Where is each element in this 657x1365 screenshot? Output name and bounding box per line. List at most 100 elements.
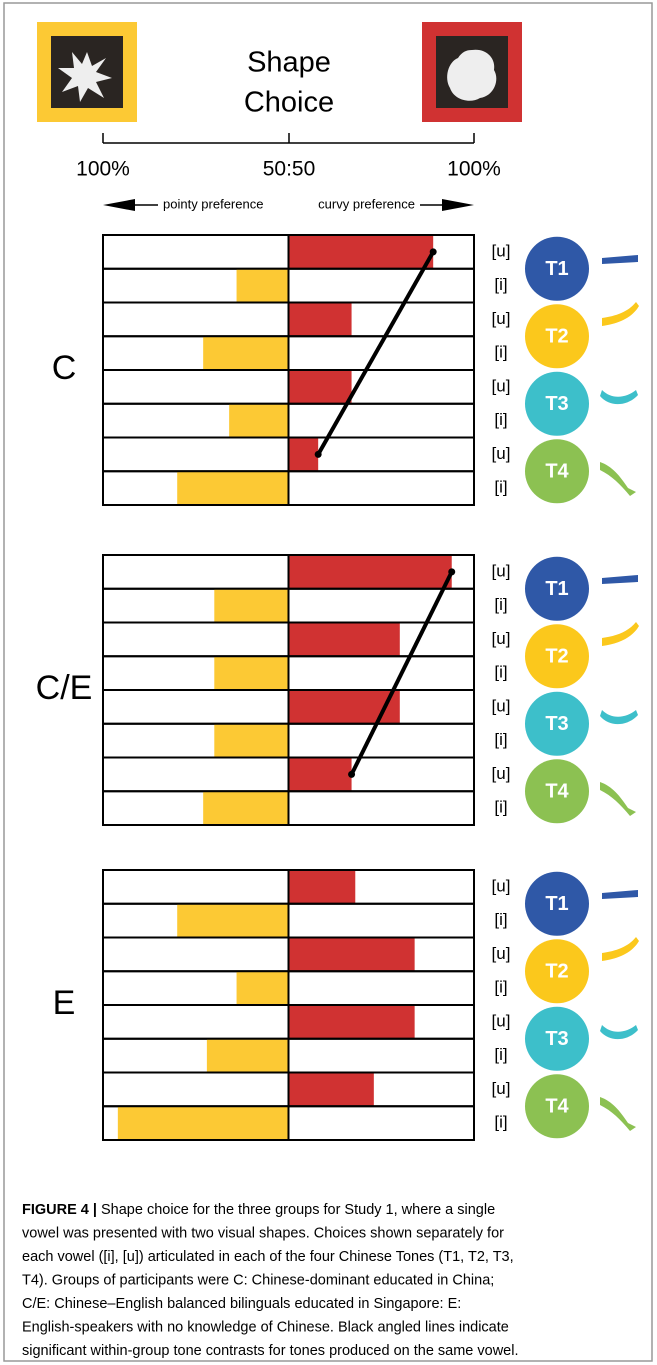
caption: vowel was presented with two visual shap… bbox=[22, 1225, 519, 1359]
tone-contour bbox=[602, 622, 639, 646]
tone-label: T1 bbox=[545, 893, 568, 915]
charts: C [u] [i] [u] [i] [u] [i] [u] [i] T1 T2 T3 T4 C/E [u] [… bbox=[36, 235, 639, 1140]
curvy-bar bbox=[289, 623, 400, 657]
vowel-label: [i] bbox=[494, 978, 507, 997]
caption-line: English-speakers with no knowledge of Ch… bbox=[22, 1319, 509, 1335]
pointy-bar bbox=[177, 904, 288, 938]
curvy-bar bbox=[289, 303, 352, 337]
vowel-label: [u] bbox=[492, 376, 511, 395]
curvy-bar bbox=[289, 870, 356, 904]
scale-label: 50:50 bbox=[263, 158, 316, 181]
curvy-label: curvy preference bbox=[318, 196, 415, 211]
caption-line: C/E: Chinese–English balanced bilinguals… bbox=[22, 1296, 461, 1312]
contrast-line bbox=[352, 572, 452, 775]
tone-label: T1 bbox=[545, 258, 568, 280]
vowel-label: [u] bbox=[492, 1079, 511, 1098]
tone-label: T4 bbox=[545, 781, 569, 803]
pointy-bar bbox=[214, 724, 288, 758]
group-label: E bbox=[53, 984, 76, 1022]
curvy-bar bbox=[289, 438, 319, 472]
vowel-label: [i] bbox=[494, 410, 507, 429]
contrast-end bbox=[348, 771, 355, 778]
vowel-label: [u] bbox=[492, 696, 511, 715]
pointy-bar bbox=[214, 656, 288, 690]
vowel-label: [u] bbox=[492, 309, 511, 328]
vowel-label: [u] bbox=[492, 629, 511, 648]
tone-label: T2 bbox=[545, 326, 568, 348]
pointy-bar bbox=[229, 404, 288, 438]
pointy-bar bbox=[177, 471, 288, 505]
vowel-label: [i] bbox=[494, 478, 507, 497]
caption-line: significant within-group tone contrasts … bbox=[22, 1343, 519, 1359]
tone-contour bbox=[602, 302, 639, 326]
vowel-label: [i] bbox=[494, 910, 507, 929]
scale-label: 100% bbox=[76, 158, 130, 181]
caption-line: FIGURE 4 | Shape choice for the three gr… bbox=[22, 1202, 495, 1218]
group-label: C/E bbox=[36, 669, 93, 707]
vowel-label: [i] bbox=[494, 1113, 507, 1132]
tone-contour bbox=[600, 782, 636, 816]
tone-contour bbox=[602, 890, 638, 899]
vowel-label: [i] bbox=[494, 275, 507, 294]
curvy-bar bbox=[289, 235, 434, 269]
vowel-label: [i] bbox=[494, 343, 507, 362]
pointy-bar bbox=[203, 791, 288, 825]
pointy-bar bbox=[214, 589, 288, 623]
tone-contour bbox=[602, 255, 638, 264]
contrast-end bbox=[315, 451, 322, 458]
tone-contour bbox=[600, 390, 638, 404]
contrast-end bbox=[448, 568, 455, 575]
vowel-label: [u] bbox=[492, 764, 511, 783]
title: Choice bbox=[244, 87, 334, 119]
vowel-label: [u] bbox=[492, 876, 511, 895]
tone-contour bbox=[600, 462, 636, 496]
pointy-bar bbox=[118, 1106, 289, 1140]
curvy-bar bbox=[289, 758, 352, 792]
pointy-bar bbox=[207, 1039, 289, 1073]
tone-label: T4 bbox=[545, 1096, 569, 1118]
vowel-label: [i] bbox=[494, 1045, 507, 1064]
caption-line: each vowel ([i], [u]) articulated in eac… bbox=[22, 1249, 514, 1265]
tone-label: T3 bbox=[545, 1028, 568, 1050]
vowel-label: [i] bbox=[494, 595, 507, 614]
tone-contour bbox=[602, 937, 639, 961]
curvy-bar bbox=[289, 555, 452, 589]
tone-label: T4 bbox=[545, 461, 569, 483]
curvy-bar bbox=[289, 1005, 415, 1039]
caption-line: T4). Groups of participants were C: Chin… bbox=[22, 1272, 494, 1288]
vowel-label: [i] bbox=[494, 663, 507, 682]
vowel-label: [u] bbox=[492, 1011, 511, 1030]
caption-line: vowel was presented with two visual shap… bbox=[22, 1225, 504, 1241]
tone-label: T2 bbox=[545, 646, 568, 668]
tone-label: T1 bbox=[545, 578, 568, 600]
figure: Shape Choice 100% 50:50 100% pointy pref… bbox=[0, 0, 657, 1365]
tone-contour bbox=[600, 1025, 638, 1039]
vowel-label: [i] bbox=[494, 730, 507, 749]
title: Shape bbox=[247, 47, 331, 79]
tone-contour bbox=[602, 575, 638, 584]
pointy-bar bbox=[237, 269, 289, 303]
pointy-bar bbox=[203, 336, 288, 370]
scale-label: 100% bbox=[447, 158, 501, 181]
scale-axis bbox=[103, 133, 474, 143]
vowel-label: [i] bbox=[494, 798, 507, 817]
tone-contour bbox=[600, 1097, 636, 1131]
vowel-label: [u] bbox=[492, 944, 511, 963]
curvy-bar bbox=[289, 938, 415, 972]
tone-label: T3 bbox=[545, 393, 568, 415]
curvy-bar bbox=[289, 1073, 374, 1107]
caption-label: FIGURE 4 | bbox=[22, 1202, 97, 1218]
vowel-label: [u] bbox=[492, 444, 511, 463]
preference-arrows bbox=[103, 199, 474, 211]
curvy-bar bbox=[289, 370, 352, 404]
tone-label: T3 bbox=[545, 713, 568, 735]
vowel-label: [u] bbox=[492, 241, 511, 260]
contrast-end bbox=[430, 248, 437, 255]
pointy-bar bbox=[237, 971, 289, 1005]
group-label: C bbox=[52, 349, 77, 387]
tone-label: T2 bbox=[545, 961, 568, 983]
pointy-label: pointy preference bbox=[163, 196, 263, 211]
caption-text: Shape choice for the three groups for St… bbox=[101, 1202, 495, 1218]
vowel-label: [u] bbox=[492, 561, 511, 580]
tone-contour bbox=[600, 710, 638, 724]
